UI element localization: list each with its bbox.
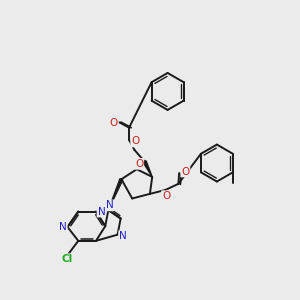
Text: N: N (98, 207, 105, 217)
Text: Cl: Cl (62, 254, 73, 264)
Text: N: N (119, 231, 127, 241)
Text: N: N (59, 222, 67, 232)
Text: O: O (131, 136, 140, 146)
Text: O: O (181, 167, 189, 176)
Text: O: O (135, 159, 143, 169)
Polygon shape (143, 161, 152, 177)
Text: O: O (110, 118, 118, 128)
Text: N: N (106, 200, 114, 210)
Text: O: O (162, 191, 170, 201)
Polygon shape (108, 178, 123, 210)
